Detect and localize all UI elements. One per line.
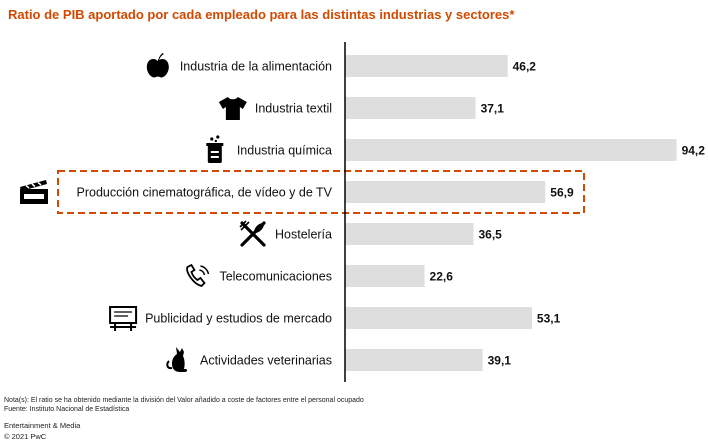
bar	[345, 349, 483, 371]
tshirt-icon	[218, 97, 247, 120]
apple-icon	[146, 53, 169, 78]
category-label: Actividades veterinarias	[200, 354, 332, 368]
billboard-icon	[109, 306, 138, 331]
copyright-label: © 2021 PwC	[4, 432, 47, 441]
bar	[345, 265, 425, 287]
bar	[345, 307, 532, 329]
bar	[345, 181, 546, 203]
phone-icon	[186, 263, 210, 287]
data-label: 39,1	[488, 354, 512, 368]
chart-footnotes: Nota(s): El ratio se ha obtenido mediant…	[4, 396, 364, 414]
clapperboard-icon	[20, 180, 48, 204]
data-label: 36,5	[478, 228, 502, 242]
data-label: 94,2	[682, 144, 706, 158]
bar	[345, 139, 677, 161]
brand-label: Entertainment & Media	[4, 421, 81, 430]
bar	[345, 97, 476, 119]
bar	[345, 55, 508, 77]
data-label: 56,9	[550, 186, 574, 200]
category-label: Publicidad y estudios de mercado	[145, 312, 332, 326]
data-label: 53,1	[537, 312, 561, 326]
category-label: Industria de la alimentación	[180, 60, 332, 74]
category-label: Industria textil	[255, 102, 332, 116]
category-label: Industria química	[237, 144, 332, 158]
data-label: 22,6	[430, 270, 454, 284]
footnote-note: Nota(s): El ratio se ha obtenido mediant…	[4, 397, 364, 404]
credits: Entertainment & Media © 2021 PwC	[4, 420, 80, 442]
chart-title: Ratio de PIB aportado por cada empleado …	[8, 7, 515, 22]
cat-icon	[166, 347, 188, 372]
cutlery-icon	[239, 220, 266, 247]
footnote-source: Fuente: Instituto Nacional de Estadístic…	[4, 406, 130, 413]
category-label: Hostelería	[275, 228, 332, 242]
chemistry-icon	[206, 135, 224, 163]
category-label: Telecomunicaciones	[219, 270, 332, 284]
data-label: 46,2	[513, 60, 537, 74]
data-label: 37,1	[481, 102, 505, 116]
category-label: Producción cinematográfica, de vídeo y d…	[77, 186, 333, 200]
highlight-frame	[57, 170, 585, 214]
bar	[345, 223, 474, 245]
